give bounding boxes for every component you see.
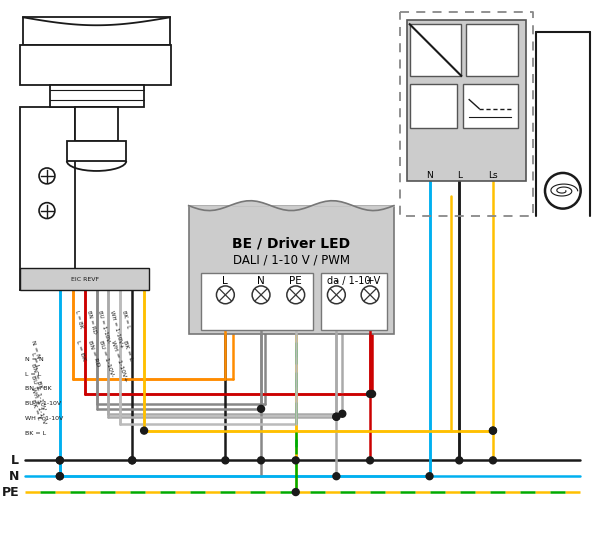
Text: WH = 1-10V: WH = 1-10V [30,387,47,425]
Text: BU = 1-10V: BU = 1-10V [25,401,61,407]
Text: N = N: N = N [25,357,44,362]
Text: L = BK: L = BK [74,310,83,329]
Circle shape [257,406,265,412]
FancyBboxPatch shape [200,273,313,330]
Circle shape [217,286,234,304]
Text: Ls: Ls [488,171,498,181]
Text: PE: PE [289,276,302,286]
Circle shape [287,286,305,304]
Text: N: N [257,276,265,286]
FancyBboxPatch shape [23,17,170,45]
Text: BK = L: BK = L [30,399,41,420]
Text: BN = BK: BN = BK [30,363,43,390]
Text: WH = 1-10V: WH = 1-10V [25,416,64,421]
Text: L = L: L = L [30,351,40,368]
Circle shape [140,427,148,434]
Circle shape [367,391,374,397]
FancyBboxPatch shape [463,84,518,129]
FancyBboxPatch shape [410,84,457,129]
Circle shape [56,473,64,480]
FancyBboxPatch shape [75,106,118,141]
Text: -: - [334,276,338,286]
Circle shape [129,457,136,464]
FancyBboxPatch shape [20,45,171,85]
Text: PE: PE [2,485,19,499]
Circle shape [56,457,64,464]
Circle shape [56,473,64,480]
FancyBboxPatch shape [407,20,526,181]
FancyBboxPatch shape [20,268,149,290]
Circle shape [339,411,346,417]
Text: L = BK: L = BK [75,340,86,361]
Text: DALI / 1-10 V / PWM: DALI / 1-10 V / PWM [233,254,350,266]
Circle shape [56,457,64,464]
Circle shape [129,457,136,464]
Circle shape [252,286,270,304]
FancyBboxPatch shape [20,106,75,290]
Text: WH = 1-10V+: WH = 1-10V+ [109,310,124,348]
Text: BK = L: BK = L [122,340,134,361]
Text: N: N [9,470,19,483]
Circle shape [333,413,340,420]
Text: L = L: L = L [25,372,41,377]
FancyBboxPatch shape [188,206,394,335]
Text: BU = 1-10V-: BU = 1-10V- [98,310,111,343]
Circle shape [361,286,379,304]
Circle shape [490,457,496,464]
Text: BU = 1-10V: BU = 1-10V [30,375,46,411]
FancyBboxPatch shape [320,273,387,330]
Text: BN = BK: BN = BK [25,387,52,392]
Circle shape [222,457,229,464]
FancyBboxPatch shape [410,24,461,76]
Circle shape [490,427,496,434]
Text: N = N: N = N [30,340,41,359]
Text: +: + [366,276,374,286]
Text: EIC REVF: EIC REVF [71,278,98,283]
Circle shape [426,473,433,480]
Circle shape [328,286,345,304]
Text: WH = 1-10V+: WH = 1-10V+ [110,340,128,382]
Text: L: L [223,276,228,286]
Text: N: N [426,171,433,181]
Text: da / 1-10 V: da / 1-10 V [327,276,380,286]
Circle shape [490,427,496,434]
FancyBboxPatch shape [67,141,126,161]
Text: L: L [457,171,462,181]
Circle shape [333,473,340,480]
Circle shape [333,413,340,420]
Circle shape [367,457,374,464]
Text: BN = RD: BN = RD [86,340,100,367]
Polygon shape [20,270,75,290]
Text: BU = 1-10V-: BU = 1-10V- [98,340,115,377]
FancyBboxPatch shape [50,85,144,106]
Text: BK = L: BK = L [121,310,131,329]
Text: BK = L: BK = L [25,431,46,436]
Text: L: L [11,454,19,467]
FancyBboxPatch shape [466,24,518,76]
Circle shape [292,457,299,464]
Circle shape [456,457,463,464]
Text: BE / Driver LED: BE / Driver LED [232,237,350,250]
Circle shape [368,391,376,397]
Circle shape [257,457,265,464]
Text: BN = RD: BN = RD [86,310,97,334]
Circle shape [292,489,299,495]
